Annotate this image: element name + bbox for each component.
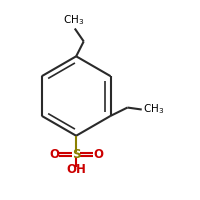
- Text: O: O: [93, 148, 103, 161]
- Text: OH: OH: [66, 163, 86, 176]
- Text: S: S: [72, 148, 80, 161]
- Text: CH$_3$: CH$_3$: [63, 13, 84, 27]
- Text: O: O: [49, 148, 59, 161]
- Text: CH$_3$: CH$_3$: [143, 103, 164, 116]
